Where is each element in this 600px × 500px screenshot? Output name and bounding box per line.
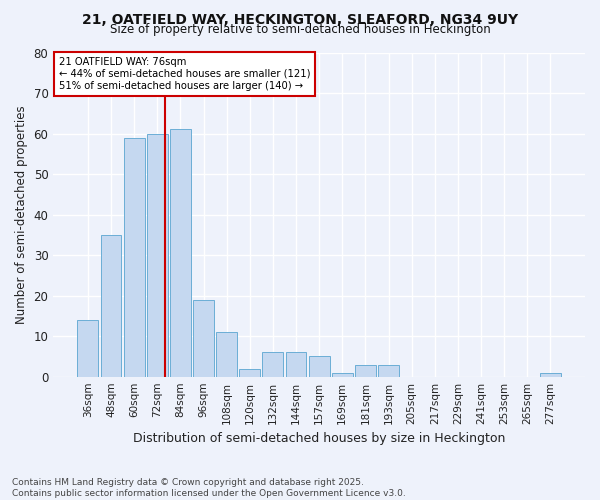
Bar: [309, 356, 329, 376]
Bar: [193, 300, 214, 376]
Bar: [286, 352, 307, 376]
Text: 21, OATFIELD WAY, HECKINGTON, SLEAFORD, NG34 9UY: 21, OATFIELD WAY, HECKINGTON, SLEAFORD, …: [82, 12, 518, 26]
Bar: [170, 130, 191, 376]
Bar: [540, 372, 561, 376]
Bar: [239, 368, 260, 376]
Bar: [147, 134, 167, 376]
Bar: [332, 372, 353, 376]
Y-axis label: Number of semi-detached properties: Number of semi-detached properties: [15, 106, 28, 324]
Bar: [378, 364, 399, 376]
Bar: [77, 320, 98, 376]
Bar: [124, 138, 145, 376]
Bar: [262, 352, 283, 376]
X-axis label: Distribution of semi-detached houses by size in Heckington: Distribution of semi-detached houses by …: [133, 432, 505, 445]
Text: Size of property relative to semi-detached houses in Heckington: Size of property relative to semi-detach…: [110, 22, 490, 36]
Bar: [216, 332, 237, 376]
Bar: [101, 235, 121, 376]
Text: Contains HM Land Registry data © Crown copyright and database right 2025.
Contai: Contains HM Land Registry data © Crown c…: [12, 478, 406, 498]
Text: 21 OATFIELD WAY: 76sqm
← 44% of semi-detached houses are smaller (121)
51% of se: 21 OATFIELD WAY: 76sqm ← 44% of semi-det…: [59, 58, 310, 90]
Bar: [355, 364, 376, 376]
